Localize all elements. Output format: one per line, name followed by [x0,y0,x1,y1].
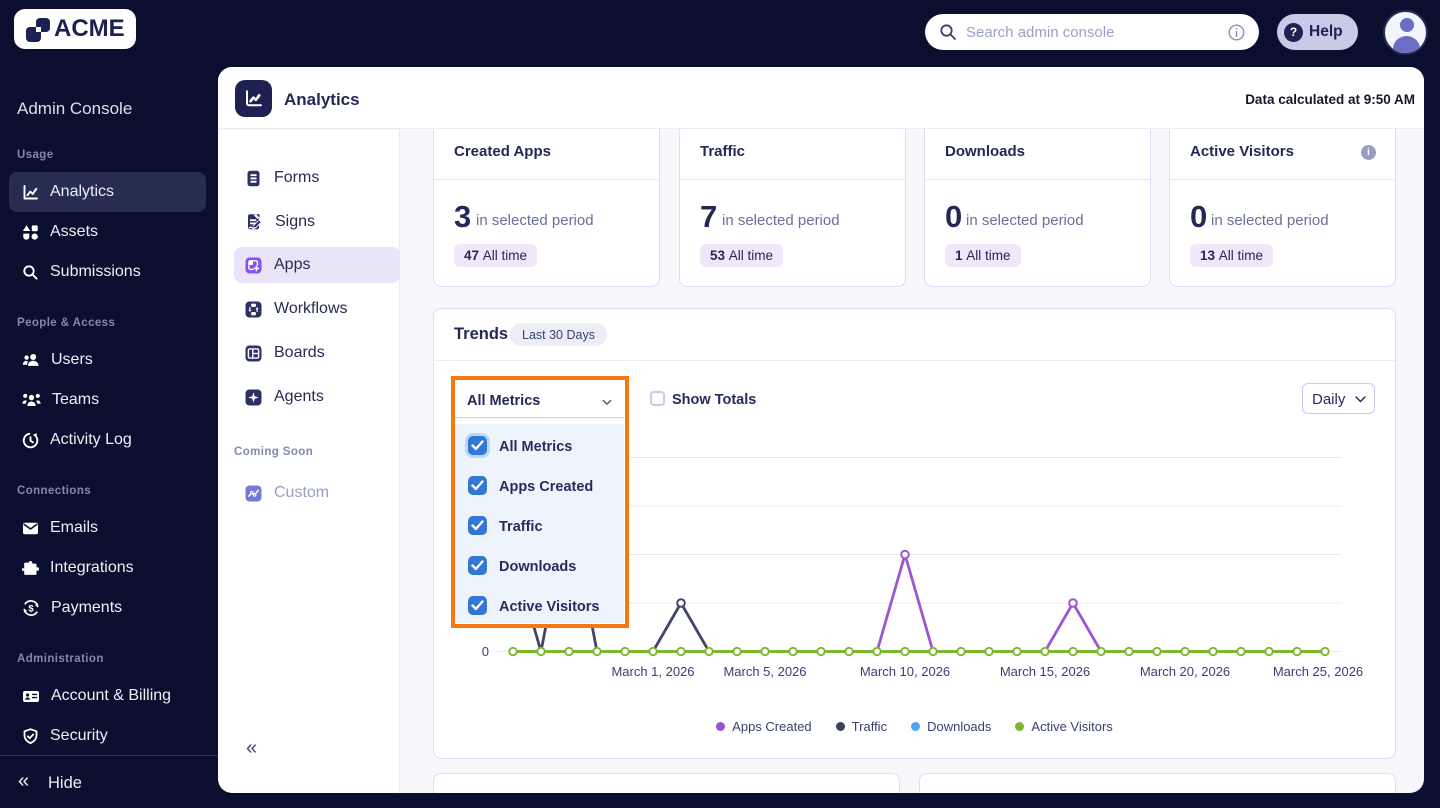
svg-text:$: $ [28,603,34,614]
svg-text:March 10, 2026: March 10, 2026 [860,664,950,679]
svg-text:March 5, 2026: March 5, 2026 [723,664,806,679]
svg-text:March 15, 2026: March 15, 2026 [1000,664,1090,679]
svg-text:March 25, 2026: March 25, 2026 [1273,664,1363,679]
svg-text:0: 0 [482,644,489,659]
svg-text:March 20, 2026: March 20, 2026 [1140,664,1230,679]
svg-text:March 1, 2026: March 1, 2026 [611,664,694,679]
